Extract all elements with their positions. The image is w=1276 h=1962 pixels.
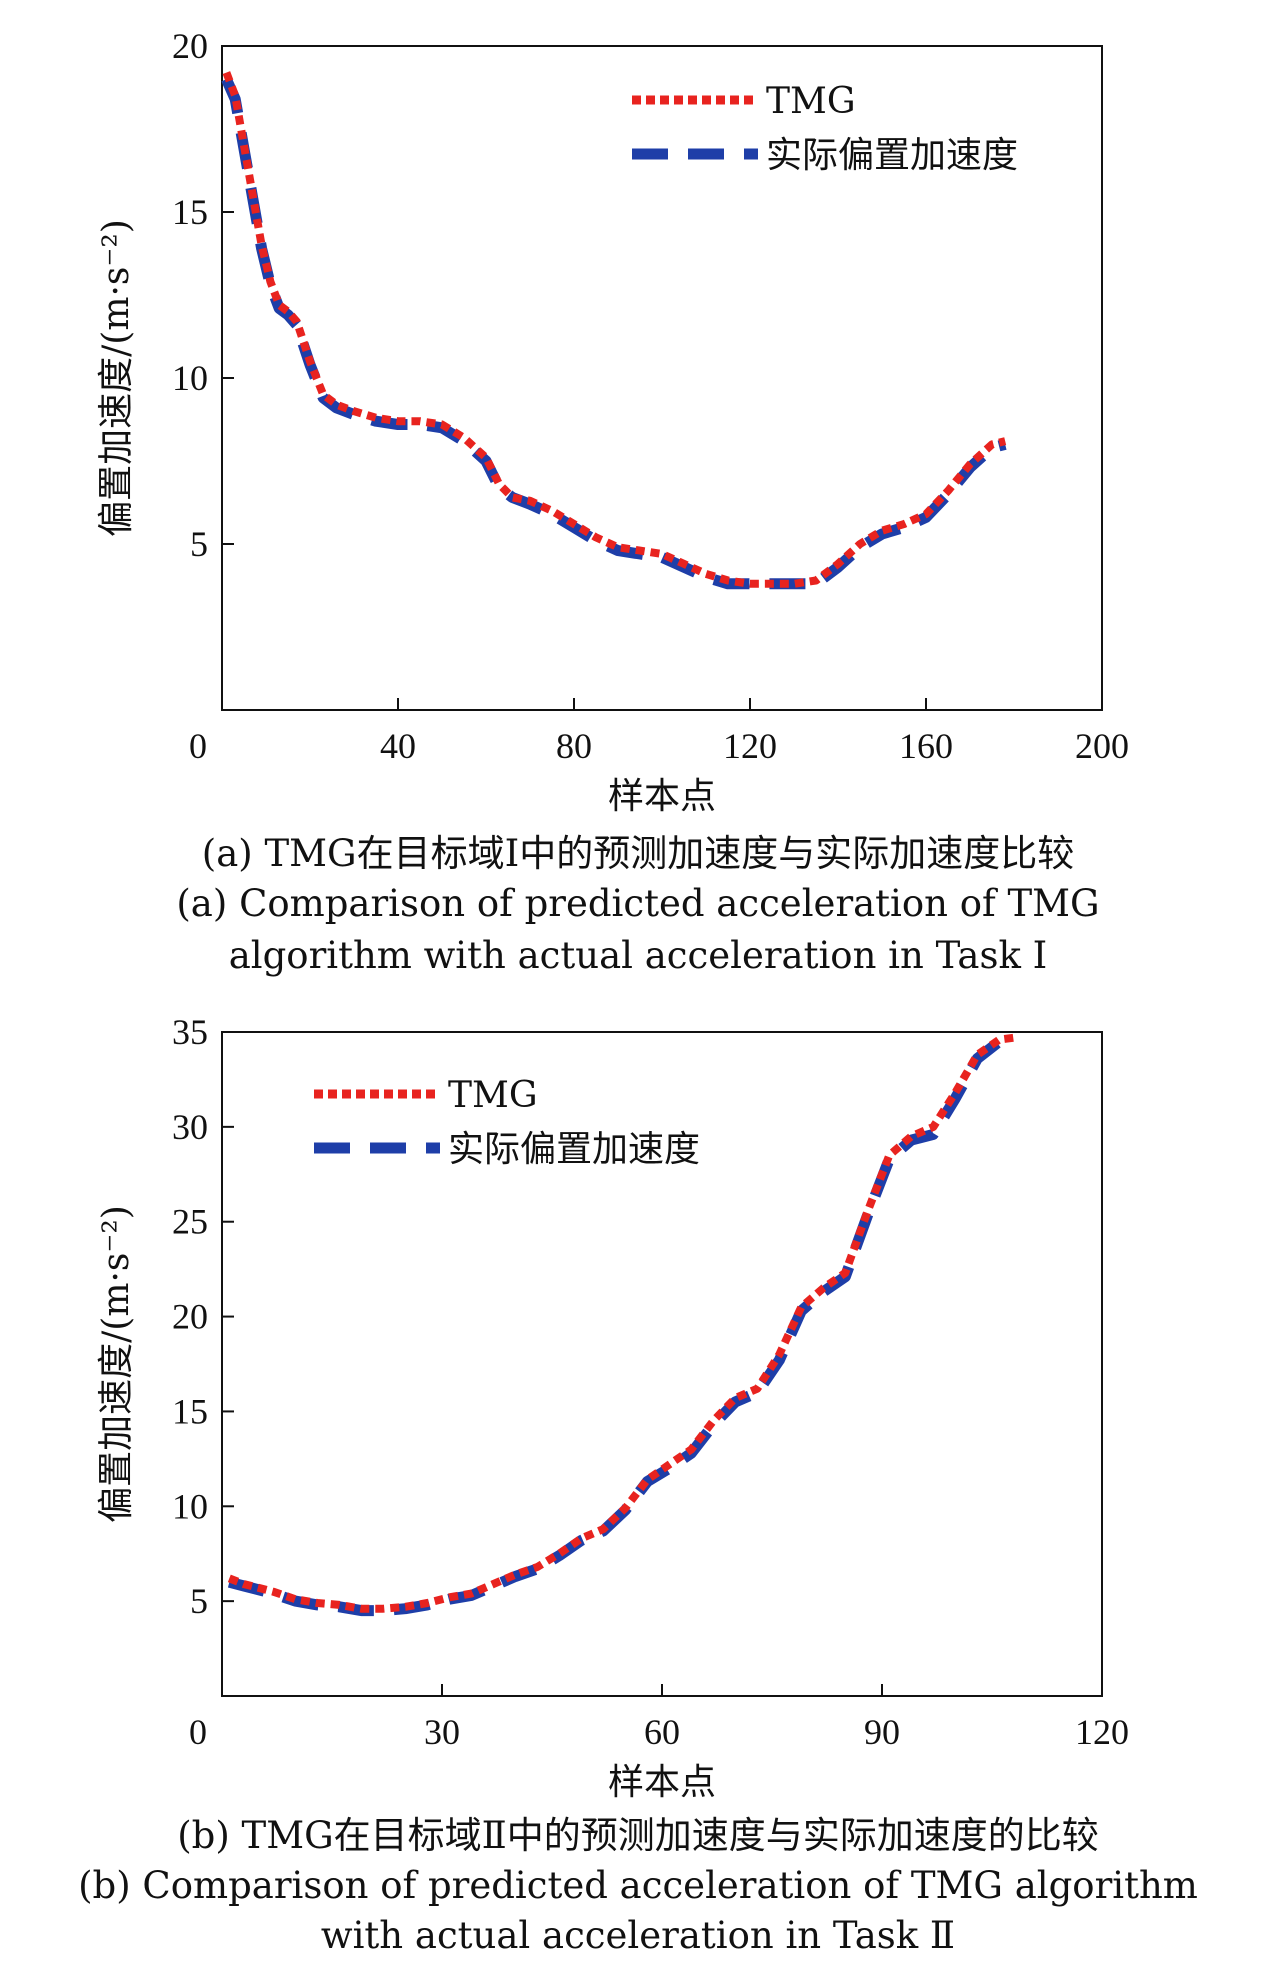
chart-a-x-tick-label: 40: [380, 726, 416, 766]
chart-a-x-tick-label: 200: [1075, 726, 1129, 766]
chart-a-y-tick-label: 15: [172, 192, 208, 232]
chart-b-x-axis-title: 样本点: [608, 1762, 716, 1803]
chart-a-x-tick-label: 160: [899, 726, 953, 766]
chart-b-series-actual-line: [227, 1034, 1015, 1617]
chart-a-y-axis-title: 偏置加速度/(m·s⁻²): [96, 219, 137, 537]
chart-a: 5 10 15 20 0 40 80 120 160 200 样本点 偏置加速度/(m·s⁻²)…: [96, 26, 1129, 817]
chart-b-x-tick-label: 120: [1075, 1712, 1129, 1752]
chart-a-legend-label-actual: 实际偏置加速度: [766, 135, 1018, 176]
chart-b: 5 10 15 20 25 30 35 0 30 60 90 120 样本点 偏置加速度/(m·s⁻…: [96, 1012, 1129, 1803]
chart-b-legend-label-tmg: TMG: [448, 1075, 538, 1116]
caption-b-chinese: (b) TMG在目标域Ⅱ中的预测加速度与实际加速度的比较: [177, 1814, 1099, 1857]
chart-b-x-ticks: 0 30 60 90 120: [189, 1684, 1129, 1752]
chart-b-y-tick-label: 10: [172, 1486, 208, 1526]
chart-a-series-group: [221, 71, 1007, 590]
chart-b-x-tick-label: 90: [864, 1712, 900, 1752]
chart-a-x-tick-label: 120: [723, 726, 777, 766]
chart-a-legend: TMG 实际偏置加速度: [632, 81, 1018, 176]
chart-a-y-tick-label: 20: [172, 26, 208, 66]
chart-b-y-axis-title: 偏置加速度/(m·s⁻²): [96, 1205, 137, 1523]
chart-a-y-ticks: 5 10 15 20: [172, 26, 234, 564]
caption-a-chinese: (a) TMG在目标域Ⅰ中的预测加速度与实际加速度比较: [201, 832, 1075, 875]
chart-a-x-ticks: 0 40 80 120 160 200: [189, 698, 1129, 766]
chart-a-x-axis-title: 样本点: [608, 776, 716, 817]
chart-b-y-tick-label: 35: [172, 1012, 208, 1052]
chart-b-y-tick-label: 30: [172, 1107, 208, 1147]
chart-b-series-group: [227, 1033, 1015, 1617]
chart-a-y-tick-label: 5: [190, 524, 208, 564]
caption-b-english-line2: with actual acceleration in Task Ⅱ: [320, 1914, 956, 1957]
caption-a-english-line1: (a) Comparison of predicted acceleration…: [176, 882, 1100, 925]
chart-a-y-tick-label: 10: [172, 358, 208, 398]
chart-b-legend: TMG 实际偏置加速度: [314, 1075, 700, 1170]
chart-b-y-ticks: 5 10 15 20 25 30 35: [172, 1012, 234, 1621]
caption-a-english-line2: algorithm with actual acceleration in Ta…: [228, 934, 1048, 977]
chart-a-x-tick-label: 0: [189, 726, 207, 766]
chart-b-legend-label-actual: 实际偏置加速度: [448, 1129, 700, 1170]
chart-b-x-tick-label: 0: [189, 1712, 207, 1752]
chart-a-x-tick-label: 80: [556, 726, 592, 766]
chart-b-x-tick-label: 30: [424, 1712, 460, 1752]
chart-b-y-tick-label: 5: [190, 1581, 208, 1621]
chart-b-x-tick-label: 60: [644, 1712, 680, 1752]
chart-a-legend-label-tmg: TMG: [766, 81, 856, 122]
caption-b-english-line1: (b) Comparison of predicted acceleration…: [78, 1864, 1198, 1907]
chart-b-y-tick-label: 20: [172, 1297, 208, 1337]
chart-b-y-tick-label: 25: [172, 1202, 208, 1242]
chart-b-y-tick-label: 15: [172, 1391, 208, 1431]
chart-b-series-tmg-line: [227, 1033, 1015, 1613]
